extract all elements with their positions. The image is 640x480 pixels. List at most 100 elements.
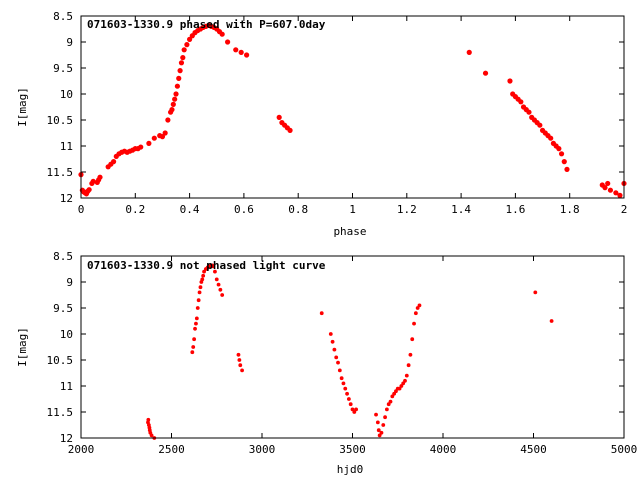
unphased-data-point xyxy=(417,303,422,308)
unphased-data-point xyxy=(533,290,538,295)
unphased-chart-points xyxy=(146,263,554,440)
unphased-data-point xyxy=(384,407,389,412)
unphased-xtick-label: 4000 xyxy=(430,443,457,456)
unphased-data-point xyxy=(374,412,378,417)
unphased-xtick-label: 2500 xyxy=(158,443,185,456)
phased-data-point xyxy=(548,135,554,141)
unphased-data-point xyxy=(383,415,387,420)
unphased-chart-frame xyxy=(80,255,625,439)
unphased-data-point xyxy=(238,363,243,368)
phased-data-point xyxy=(556,146,562,152)
unphased-data-point xyxy=(192,337,197,342)
unphased-data-point xyxy=(336,360,340,365)
phased-data-point xyxy=(466,49,472,56)
unphased-xtick-label: 3500 xyxy=(339,443,366,456)
phased-data-point xyxy=(90,178,96,184)
phased-data-point xyxy=(238,49,244,56)
unphased-data-point xyxy=(201,273,206,278)
unphased-data-point xyxy=(236,352,241,357)
unphased-data-point xyxy=(190,350,195,355)
unphased-data-point xyxy=(388,399,393,404)
phased-chart-ylabel: I[mag] xyxy=(16,87,29,127)
phased-xtick-label: 1.8 xyxy=(560,203,580,216)
phased-xtick-label: 0 xyxy=(78,203,85,216)
unphased-data-point xyxy=(341,381,346,386)
phased-data-point xyxy=(146,140,152,146)
phased-data-point xyxy=(507,78,513,84)
phased-data-point xyxy=(219,31,225,37)
unphased-data-point xyxy=(237,358,242,362)
phased-data-point xyxy=(173,91,179,97)
unphased-chart: 2000 2500 3000 3500 4000 4500 5000 8.5 9 9.5 10 10.… xyxy=(16,250,637,476)
unphased-data-point xyxy=(193,326,197,331)
phased-xtick-label: 1.6 xyxy=(505,203,525,216)
phased-data-point xyxy=(244,52,250,58)
unphased-data-point xyxy=(196,298,201,303)
phased-data-point xyxy=(537,122,543,128)
phased-data-point xyxy=(187,36,193,43)
phased-data-point xyxy=(159,134,166,140)
unphased-xtick-label: 5000 xyxy=(611,443,638,456)
phased-data-point xyxy=(613,190,619,196)
phased-data-point xyxy=(97,174,103,180)
phased-data-point xyxy=(558,151,565,157)
unphased-data-point xyxy=(332,347,337,352)
unphased-data-point xyxy=(404,373,409,378)
unphased-data-point xyxy=(337,368,342,373)
unphased-data-point xyxy=(216,282,221,287)
phased-data-point xyxy=(86,187,92,193)
unphased-data-point xyxy=(413,311,418,316)
phased-data-point xyxy=(184,42,190,48)
phased-data-point xyxy=(169,107,175,113)
phased-chart-points xyxy=(78,22,627,198)
unphased-data-point xyxy=(194,321,198,326)
phased-chart-frame xyxy=(80,15,625,199)
unphased-data-point xyxy=(211,264,216,269)
phased-ytick-label: 8.5 xyxy=(53,10,73,23)
unphased-data-point xyxy=(213,269,217,274)
phased-data-point xyxy=(162,130,168,136)
unphased-data-point xyxy=(218,287,223,292)
phased-data-point xyxy=(151,135,157,141)
phased-ytick-label: 10.5 xyxy=(47,114,74,127)
unphased-chart-title: 071603-1330.9 not phased light curve xyxy=(87,259,326,272)
unphased-data-point xyxy=(406,363,411,368)
unphased-data-point xyxy=(194,316,199,321)
unphased-ytick-label: 9.5 xyxy=(53,302,73,315)
unphased-data-point xyxy=(195,306,200,310)
phased-ytick-label: 11.5 xyxy=(47,166,74,179)
unphased-data-point xyxy=(197,290,202,295)
phased-xtick-label: 0.8 xyxy=(288,203,308,216)
phased-data-point xyxy=(287,127,293,133)
phased-data-point xyxy=(605,180,611,187)
phased-data-point xyxy=(178,60,185,66)
unphased-data-point xyxy=(200,277,205,282)
unphased-data-point xyxy=(379,430,384,435)
phased-chart: 0 0.2 0.4 0.6 0.8 1 1.2 1.4 1.6 1.8 2 8.5 9 9.5 10 10.5… xyxy=(16,10,627,238)
unphased-ytick-label: 11 xyxy=(60,380,73,393)
phased-data-point xyxy=(138,144,144,150)
unphased-data-point xyxy=(381,423,386,427)
unphased-data-point xyxy=(376,428,381,433)
phased-xtick-label: 1.4 xyxy=(451,203,471,216)
unphased-data-point xyxy=(191,345,196,349)
phased-data-point xyxy=(177,68,183,74)
unphased-xtick-label: 2000 xyxy=(68,443,95,456)
phased-xtick-label: 0.6 xyxy=(234,203,254,216)
phased-data-point xyxy=(174,83,180,89)
phased-data-point xyxy=(172,96,178,102)
unphased-ytick-label: 11.5 xyxy=(47,406,74,419)
phased-data-point xyxy=(181,47,187,53)
phased-ytick-label: 9 xyxy=(66,36,73,49)
phased-xtick-label: 2 xyxy=(621,203,628,216)
unphased-ytick-label: 10.5 xyxy=(47,354,74,367)
unphased-ytick-label: 12 xyxy=(60,432,73,445)
phased-xtick-label: 0.4 xyxy=(180,203,200,216)
phased-data-point xyxy=(233,47,239,53)
unphased-data-point xyxy=(330,339,335,344)
unphased-data-point xyxy=(403,378,407,383)
phased-chart-title: 071603-1330.9 phased with P=607.0day xyxy=(87,18,326,31)
unphased-data-point xyxy=(410,337,415,342)
phased-chart-xlabel: phase xyxy=(333,225,366,238)
